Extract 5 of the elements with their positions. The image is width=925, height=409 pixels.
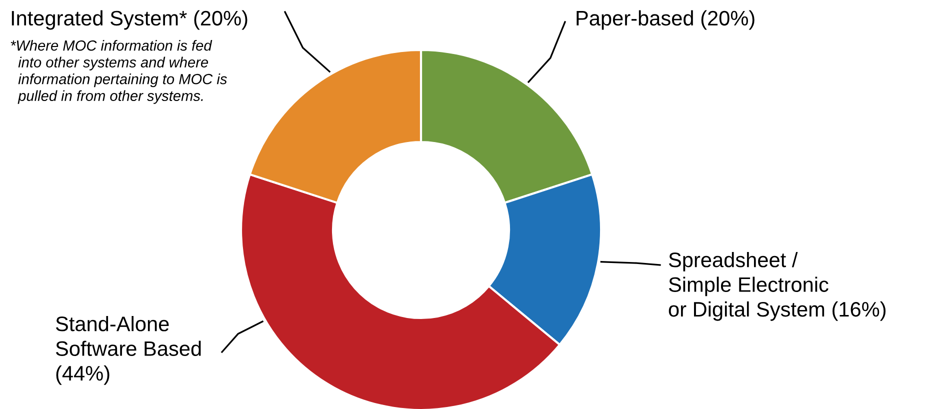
text: *Where MOC information is fed into other systems and where information pertaining to MOC is pulled in from other systems. bbox=[10, 40, 227, 104]
slice-label: Spreadsheet / Simple Electronic or Digital System (16%) bbox=[668, 252, 886, 321]
slice-label: Paper-based (20%) bbox=[576, 10, 754, 30]
slice-label: Integrated System* (20%) bbox=[12, 10, 248, 30]
slice-label: Stand-Alone Software Based (44%) bbox=[56, 316, 201, 385]
